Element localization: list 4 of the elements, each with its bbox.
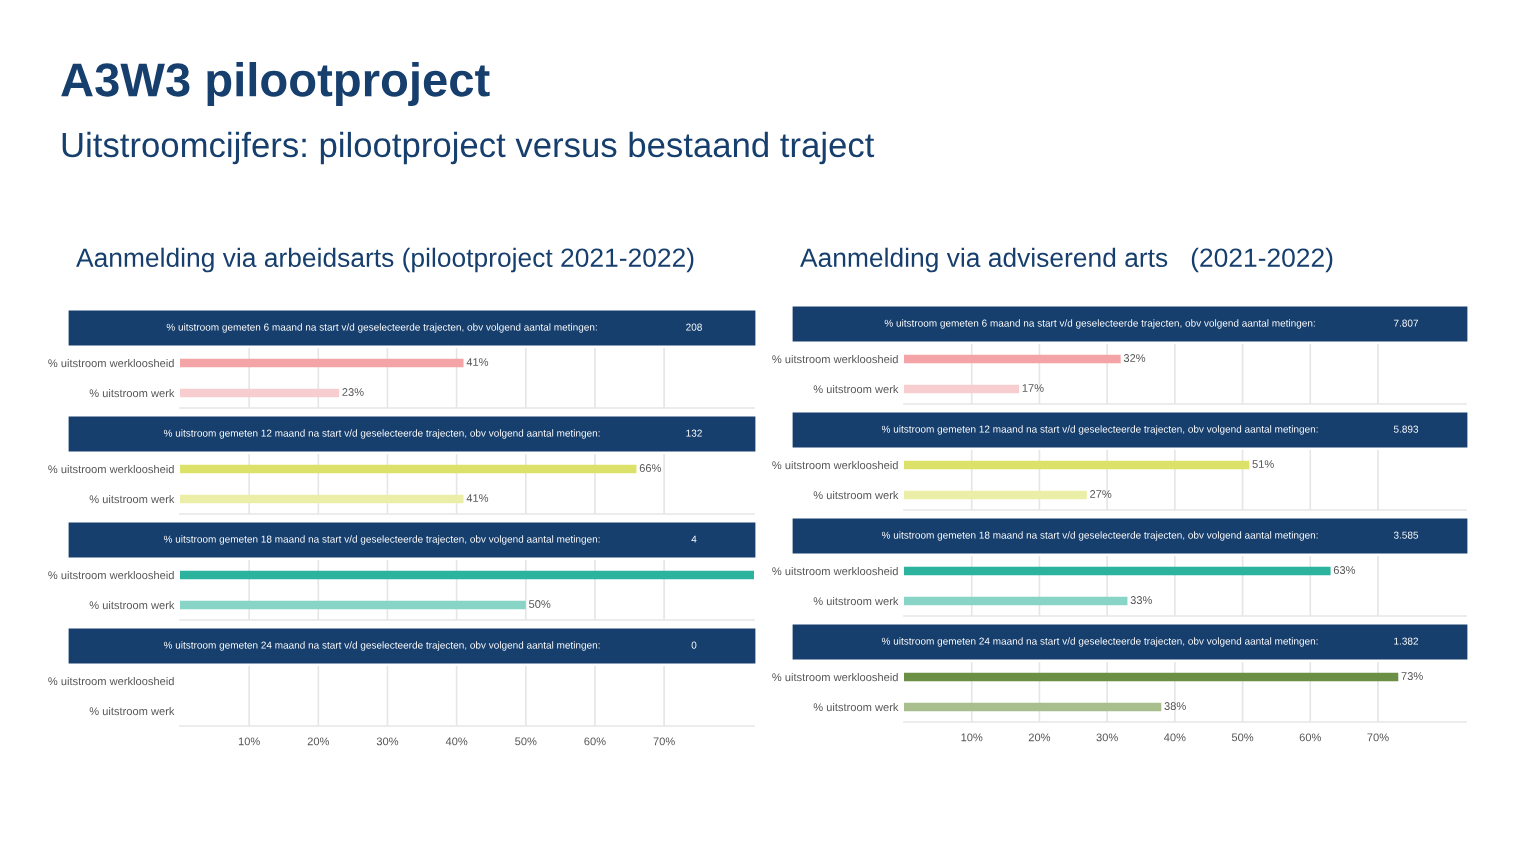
text: Aanmelding via adviserend arts (2021-2022) [800, 247, 1333, 273]
text: Aanmelding via arbeidsarts (pilootproject 2021-2022) [76, 247, 694, 273]
text: Uitstroomcijfers: pilootproject versus bestaand traject [62, 131, 875, 165]
text: A3W3 pilootproject [61, 61, 490, 107]
